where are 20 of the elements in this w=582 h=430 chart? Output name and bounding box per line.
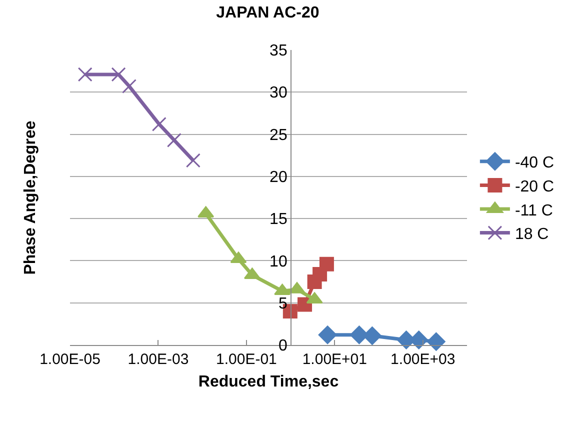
y-tick-label: 25 <box>270 126 288 144</box>
x-tick-label: 1.00E-01 <box>216 351 277 368</box>
x-tick-label: 1.00E-05 <box>40 351 100 368</box>
x-tick-label: 1.00E+03 <box>390 351 456 368</box>
x-tick-label: 1.00E+01 <box>302 351 367 368</box>
y-tick-label: 15 <box>270 211 288 228</box>
y-tick-label: 20 <box>270 169 288 186</box>
x-axis-title: Reduced Time,sec <box>198 374 339 391</box>
legend-label: -20 C <box>514 178 554 196</box>
y-axis-title: Phase Angle,Degree <box>22 120 39 275</box>
legend-label: 18 C <box>514 226 549 244</box>
y-tick-label: 30 <box>270 84 288 102</box>
x-tick-label: 1.00E-03 <box>128 351 189 368</box>
y-tick-label: 10 <box>270 253 288 270</box>
y-tick-label: 5 <box>278 295 288 312</box>
chart-title: JAPAN AC-20 <box>216 4 320 22</box>
y-tick-label: 35 <box>270 42 288 60</box>
y-tick-label: 0 <box>278 338 288 355</box>
legend-label: -40 C <box>514 154 554 172</box>
legend-label: -11 C <box>514 202 553 220</box>
